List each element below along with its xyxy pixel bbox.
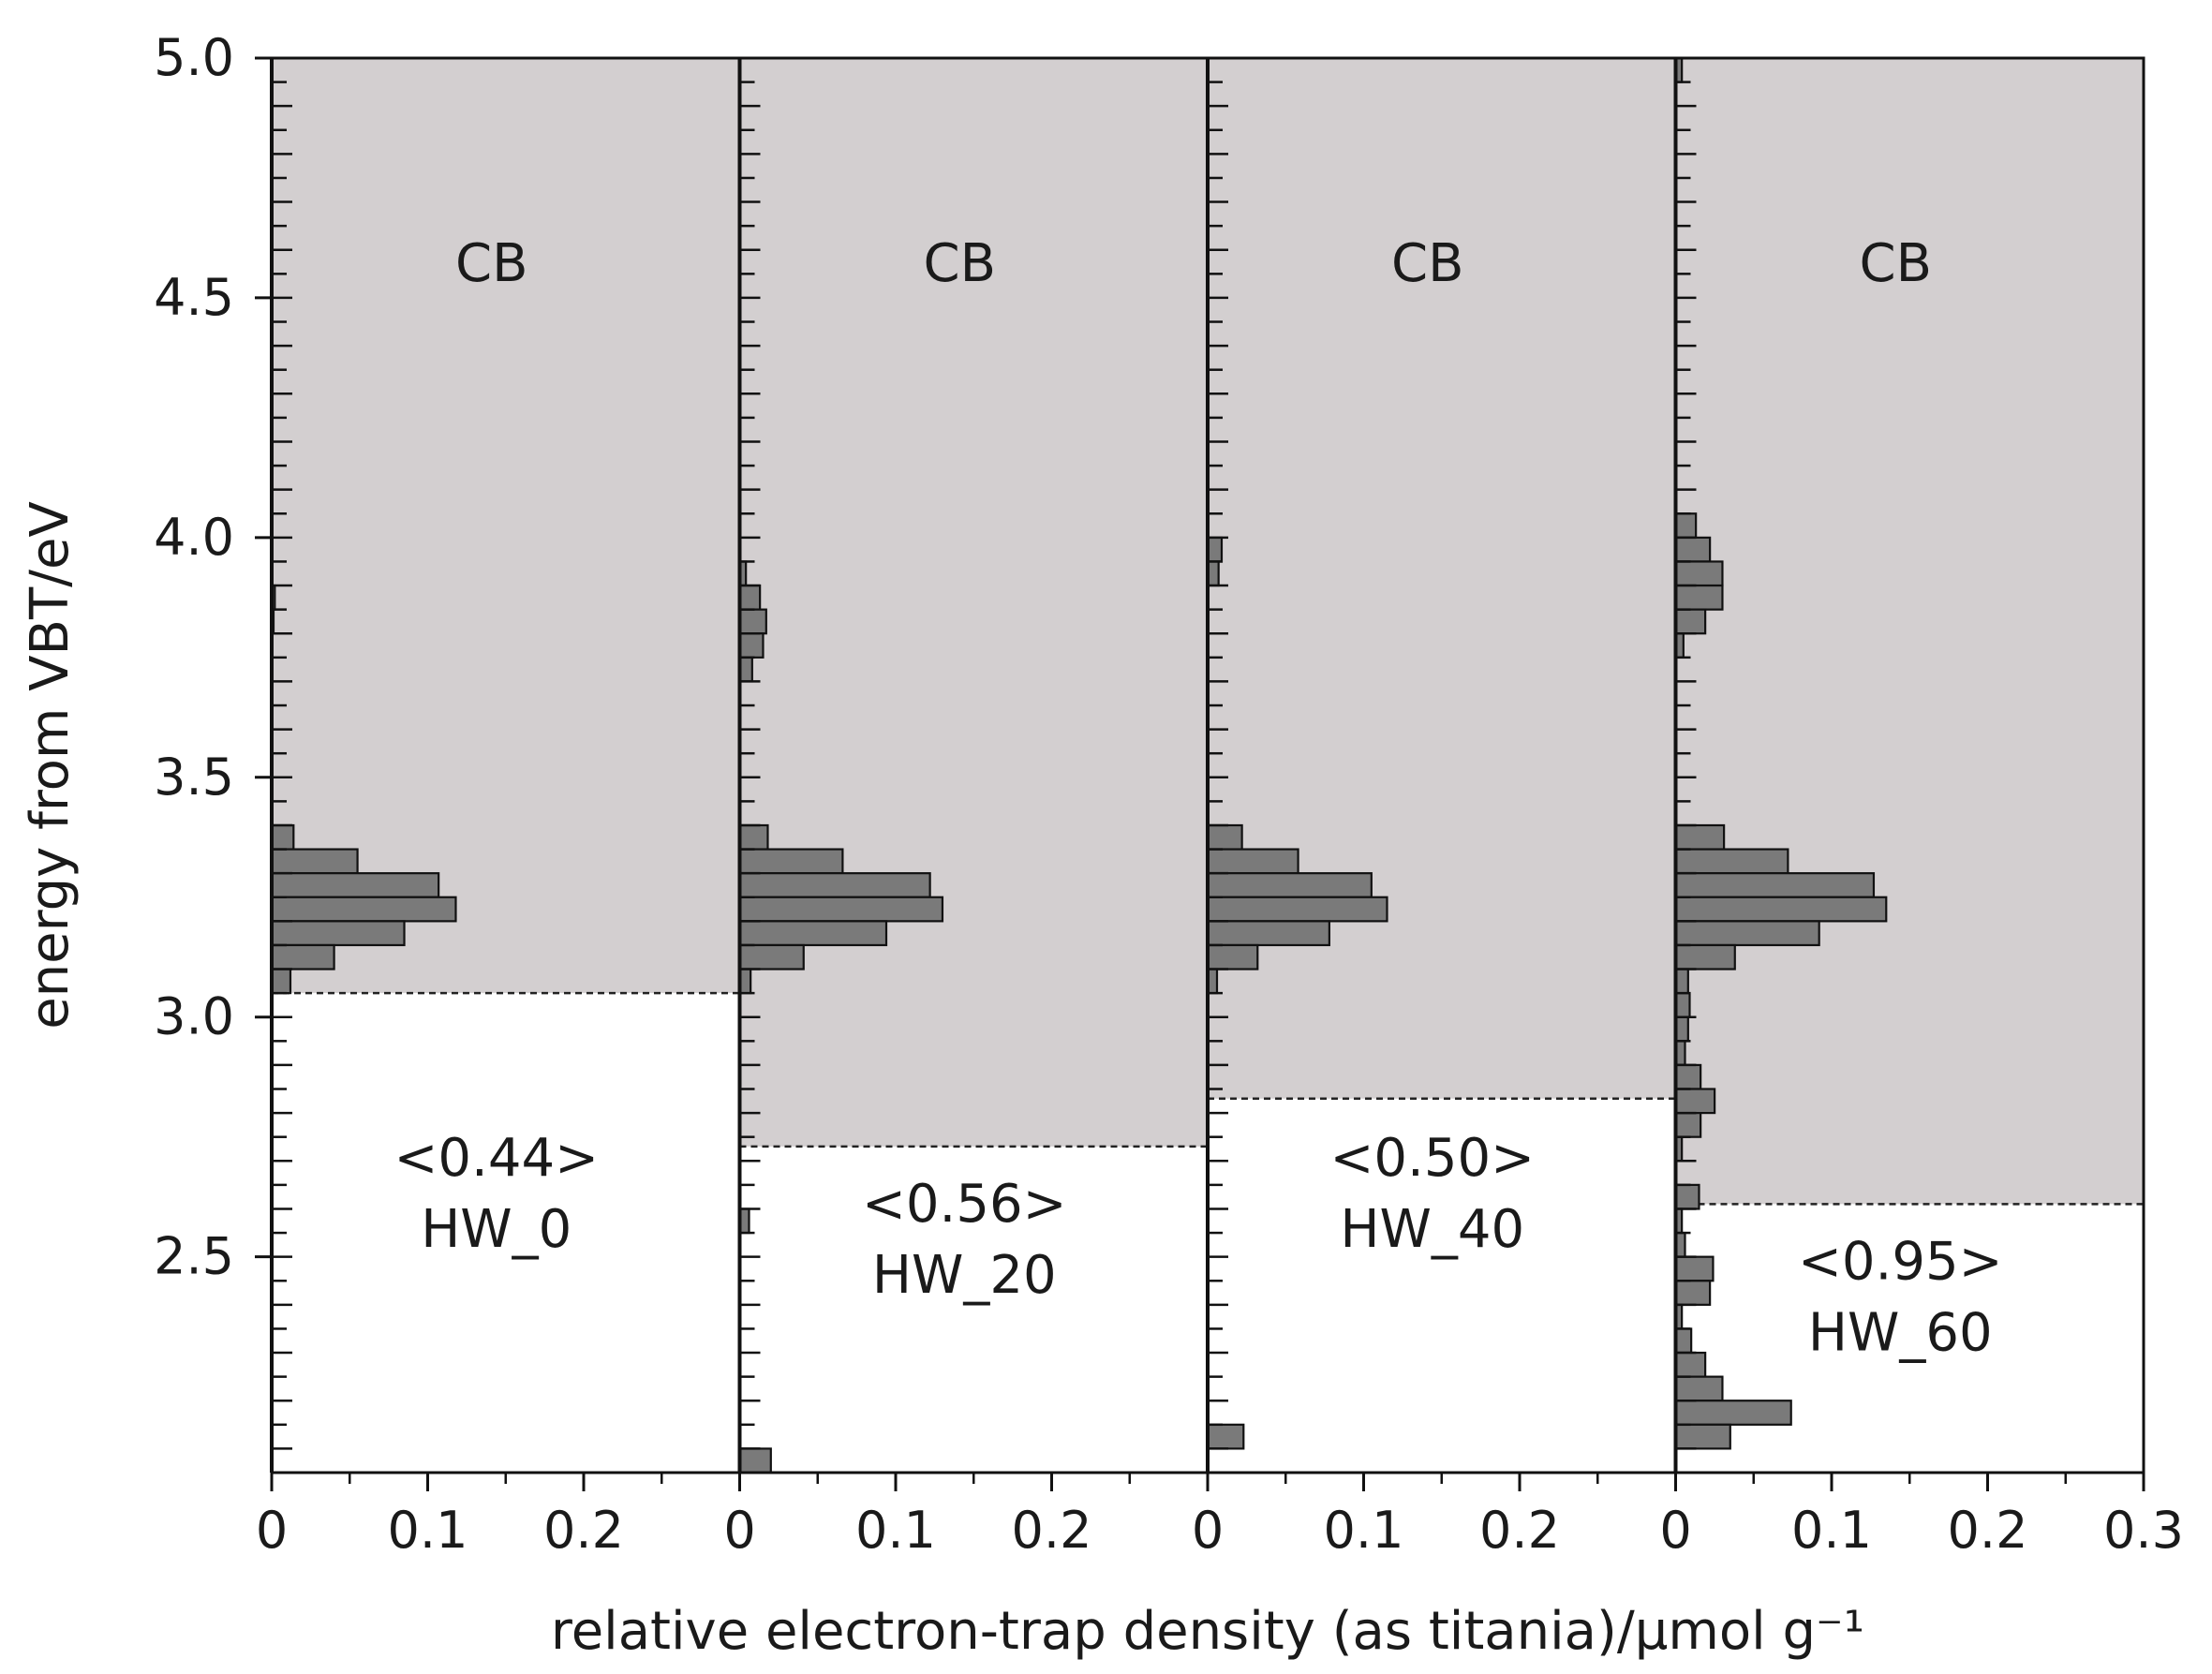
- histogram-bar: [1674, 1375, 1724, 1402]
- histogram-bar: [1674, 823, 1726, 851]
- histogram-bar: [1674, 512, 1698, 539]
- x-axis-title: relative electron-trap density (as titan…: [551, 1601, 1864, 1662]
- histogram-bar: [738, 896, 944, 923]
- histogram-bar: [1674, 1400, 1792, 1426]
- histogram-bar: [270, 896, 457, 923]
- histogram-bar: [1206, 1423, 1245, 1450]
- value-label: <0.50>: [1329, 1128, 1535, 1189]
- histogram-bar: [1674, 584, 1724, 611]
- histogram-bar: [738, 632, 765, 659]
- histogram-bar: [270, 848, 359, 875]
- y-tick-label: 4.0: [154, 508, 234, 567]
- histogram-bar: [1674, 896, 1888, 923]
- value-label: <0.95>: [1798, 1231, 2003, 1292]
- histogram-bar: [270, 872, 440, 898]
- x-tick-label: 0: [1659, 1501, 1691, 1560]
- y-tick-label: 4.5: [154, 268, 234, 327]
- histogram-bar: [1206, 848, 1299, 875]
- histogram-bar: [270, 920, 406, 947]
- y-axis: 5.0 4.5 4.0 3.5 3.0 2.5: [154, 28, 272, 1286]
- sample-label: HW_40: [1340, 1199, 1524, 1260]
- histogram-bar: [1674, 1351, 1707, 1378]
- histogram-bar: [1674, 943, 1736, 970]
- value-label: <0.56>: [862, 1174, 1067, 1235]
- histogram-bar: [1206, 536, 1224, 563]
- sample-label: HW_0: [421, 1199, 572, 1260]
- histogram-bar: [738, 872, 931, 898]
- panels-layer: CB<0.44>HW_0CB<0.56>HW_20CB<0.50>HW_40CB…: [270, 56, 2145, 1474]
- histogram-bar: [738, 823, 769, 851]
- x-tick-label: 0.2: [543, 1501, 624, 1560]
- histogram-bar: [1674, 1255, 1715, 1282]
- histogram-bar: [738, 848, 844, 875]
- y-tick-label: 2.5: [154, 1227, 234, 1286]
- cb-label: CB: [1859, 233, 1932, 294]
- histogram-bar: [738, 1447, 772, 1474]
- histogram-bar: [1206, 823, 1243, 851]
- x-tick-label: 0.2: [1948, 1501, 2028, 1560]
- x-tick-label: 0.2: [1479, 1501, 1560, 1560]
- cb-label: CB: [923, 233, 996, 294]
- histogram-bar: [738, 920, 888, 947]
- histogram-bar: [270, 943, 335, 970]
- histogram-bar: [1674, 872, 1876, 898]
- histogram-bar: [738, 943, 805, 970]
- histogram-bar: [1206, 920, 1330, 947]
- panel-hw-0: CB <0.44> HW_0: [270, 56, 741, 1474]
- x-tick-label: 0.1: [1324, 1501, 1404, 1560]
- x-tick-label: 0.3: [2103, 1501, 2184, 1560]
- cb-label: CB: [455, 233, 528, 294]
- histogram-bar: [1674, 1063, 1702, 1090]
- histogram-bar: [1206, 896, 1388, 923]
- sample-label: HW_20: [872, 1245, 1057, 1306]
- histogram-bar: [1674, 992, 1691, 1018]
- x-tick-label: 0.1: [855, 1501, 936, 1560]
- histogram-bar: [1674, 1183, 1700, 1210]
- x-tick-label: 0.2: [1012, 1501, 1092, 1560]
- histogram-bar: [1206, 943, 1259, 970]
- histogram-bar: [270, 968, 292, 995]
- histogram-bar: [1674, 848, 1789, 875]
- x-tick-label: 0: [723, 1501, 755, 1560]
- y-tick-label: 3.5: [154, 748, 234, 807]
- x-tick-label: 0.1: [1791, 1501, 1872, 1560]
- y-tick-label: 3.0: [154, 987, 234, 1046]
- histogram-bar: [1674, 1112, 1702, 1138]
- histogram-bar: [1674, 1280, 1712, 1306]
- cb-region: [1675, 58, 2144, 1205]
- cb-region: [739, 58, 1208, 1147]
- panel-hw-40: CB <0.50> HW_40: [1206, 56, 1677, 1474]
- x-axis: 0 0.1 0.2 0 0.1 0.2 0 0.1 0.2 0 0.1 0.2 0.3: [256, 1473, 2184, 1560]
- x-tick-label: 0: [1192, 1501, 1224, 1560]
- histogram-bar: [1674, 1088, 1716, 1115]
- histogram-bar: [1674, 560, 1724, 587]
- histogram-bar: [1674, 608, 1707, 635]
- histogram-bar: [270, 823, 295, 851]
- histogram-bar: [1674, 536, 1712, 563]
- histogram-bar: [1674, 1423, 1731, 1450]
- sample-label: HW_60: [1808, 1302, 1993, 1363]
- histogram-bar: [738, 608, 767, 635]
- histogram-bar: [1674, 920, 1820, 947]
- panel-hw-20: CB <0.56> HW_20: [737, 56, 1210, 1474]
- x-tick-label: 0.1: [388, 1501, 468, 1560]
- cb-region: [272, 58, 740, 994]
- histogram-bar: [1206, 872, 1373, 898]
- x-tick-label: 0: [256, 1501, 288, 1560]
- value-label: <0.44>: [393, 1128, 599, 1189]
- panel-hw-60: CB <0.95> HW_60: [1673, 56, 2145, 1474]
- cb-label: CB: [1391, 233, 1464, 294]
- histogram-bar: [1674, 1327, 1693, 1355]
- y-tick-label: 5.0: [154, 28, 234, 87]
- y-axis-title: energy from VBT/eV: [20, 501, 81, 1030]
- histogram-bar: [738, 584, 762, 611]
